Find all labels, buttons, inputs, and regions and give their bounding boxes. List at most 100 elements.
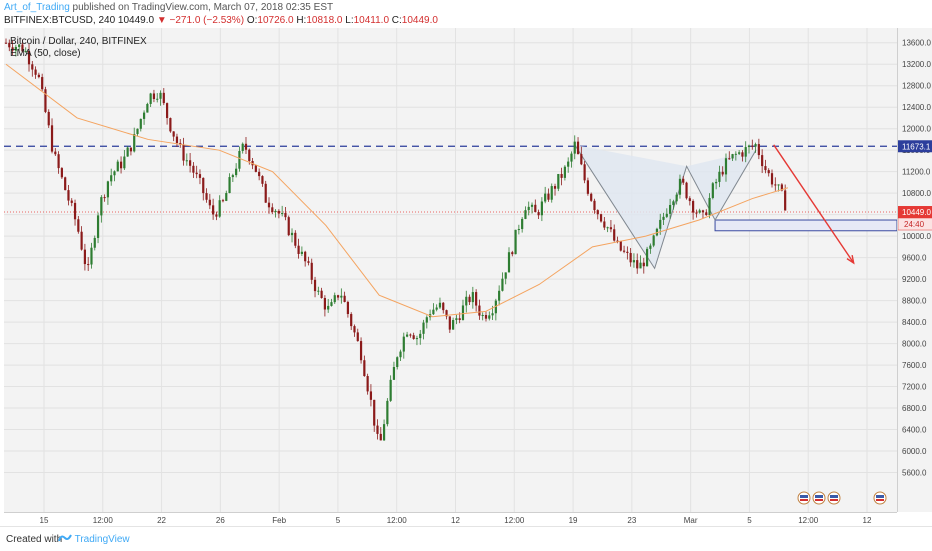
- candle-body: [284, 213, 287, 218]
- chart-pane[interactable]: [4, 28, 898, 512]
- candle-body: [317, 290, 320, 292]
- candle-body: [333, 295, 336, 303]
- candle-body: [100, 197, 103, 216]
- candle-body: [50, 125, 54, 152]
- price-axis[interactable]: 13600.013200.012800.012400.012000.011600…: [897, 28, 932, 512]
- time-axis[interactable]: 15 12:00 22 26 Feb 5 12:00 12 12:00 19 23 Mar 5 12:00…: [4, 512, 897, 527]
- candle-body: [350, 314, 353, 327]
- chart-canvas[interactable]: [4, 28, 898, 512]
- candle-body: [672, 201, 675, 205]
- low-value: 10411.0: [353, 15, 390, 26]
- candle-body: [438, 302, 442, 308]
- candle-body: [221, 200, 225, 202]
- last-price-label: 10449.0: [902, 208, 931, 217]
- candle-body: [537, 212, 540, 216]
- candle-body: [152, 93, 156, 100]
- candle-body: [728, 158, 731, 160]
- time-tick-label: 26: [216, 516, 225, 525]
- candle-body: [412, 335, 415, 339]
- candle-body: [409, 334, 412, 336]
- time-tick-label: 12:00: [504, 516, 525, 525]
- pattern-triangle-2: [686, 150, 756, 221]
- legend-ema[interactable]: EMA (50, close): [10, 48, 81, 59]
- candle-body: [534, 204, 537, 213]
- symbol-label[interactable]: BITFINEX:BTCUSD, 240: [4, 15, 116, 26]
- candle-body: [192, 165, 195, 173]
- candle-body: [18, 44, 21, 47]
- candle-body: [93, 237, 96, 248]
- candle-body: [780, 184, 783, 191]
- low-label: L:: [345, 15, 354, 26]
- open-value: 10726.0: [257, 15, 294, 26]
- price-tick-label: 13200.0: [902, 60, 931, 69]
- candle-body: [343, 295, 346, 302]
- candle-body: [169, 118, 172, 132]
- candle-body: [583, 164, 586, 181]
- candle-body: [435, 307, 438, 310]
- candle-body: [521, 218, 524, 230]
- price-tick-label: 10000.0: [902, 232, 931, 241]
- candle-body: [103, 197, 106, 199]
- candle-body: [80, 231, 83, 250]
- candle-body: [701, 210, 705, 213]
- close-value: 10449.0: [401, 15, 438, 26]
- candle-body: [718, 171, 721, 182]
- candle-body: [205, 193, 208, 200]
- candle-body: [488, 315, 491, 319]
- candle-body: [379, 433, 382, 441]
- candle-body: [524, 210, 527, 219]
- candle-body: [47, 111, 50, 126]
- candle-body: [662, 216, 665, 220]
- legend-title[interactable]: Bitcoin / Dollar, 240, BITFINEX: [10, 36, 147, 47]
- candle-body: [106, 181, 110, 198]
- time-tick-label: 12:00: [798, 516, 819, 525]
- candle-body: [70, 200, 73, 203]
- candle-body: [313, 279, 317, 292]
- candle-body: [248, 149, 251, 161]
- candle-body: [432, 309, 435, 315]
- candle-body: [639, 262, 642, 269]
- price-tick-label: 6800.0: [902, 404, 927, 413]
- candle-body: [553, 186, 557, 189]
- candle-body: [626, 251, 629, 253]
- candle-body: [235, 168, 238, 176]
- candle-body: [113, 171, 116, 176]
- flag-icon-stripe: [800, 495, 808, 498]
- tradingview-brand[interactable]: TradingView: [58, 533, 130, 545]
- candle-body: [218, 200, 221, 217]
- pattern-outline: [574, 144, 757, 270]
- ohlc-line: BITFINEX:BTCUSD, 240 10449.0 ▼ −271.0 (−…: [4, 15, 438, 27]
- candle-body: [619, 241, 622, 251]
- candle-body: [129, 147, 133, 152]
- candle-body: [142, 112, 146, 119]
- candle-body: [751, 145, 754, 147]
- candle-body: [136, 128, 139, 135]
- candle-body: [241, 143, 244, 151]
- created-with-label: Created with: [6, 534, 63, 545]
- author-link[interactable]: Art_of_Trading: [4, 2, 70, 13]
- candle-body: [705, 212, 708, 216]
- candle-body: [212, 205, 215, 215]
- time-tick-label: 12:00: [93, 516, 114, 525]
- candle-body: [96, 215, 100, 238]
- flag-icon-stripe: [830, 499, 838, 501]
- candle-body: [491, 313, 494, 316]
- footer: Created with TradingView: [0, 526, 932, 551]
- candle-body: [126, 147, 129, 157]
- candle-body: [73, 202, 77, 220]
- price-axis-canvas[interactable]: 13600.013200.012800.012400.012000.011600…: [897, 28, 932, 512]
- candle-body: [60, 168, 63, 178]
- time-tick-label: 12: [863, 516, 872, 525]
- candle-body: [504, 272, 507, 279]
- price-tick-label: 12800.0: [902, 82, 931, 91]
- time-tick-label: 5: [336, 516, 341, 525]
- candle-body: [323, 297, 326, 310]
- candle-body: [540, 201, 543, 216]
- candle-body: [162, 92, 165, 104]
- time-tick-label: Mar: [684, 516, 698, 525]
- time-axis-canvas[interactable]: 15 12:00 22 26 Feb 5 12:00 12 12:00 19 23 Mar 5 12:00…: [4, 513, 897, 527]
- candle-body: [573, 141, 576, 154]
- candle-body: [678, 178, 682, 195]
- candle-body: [300, 251, 303, 254]
- candle-body: [649, 245, 652, 249]
